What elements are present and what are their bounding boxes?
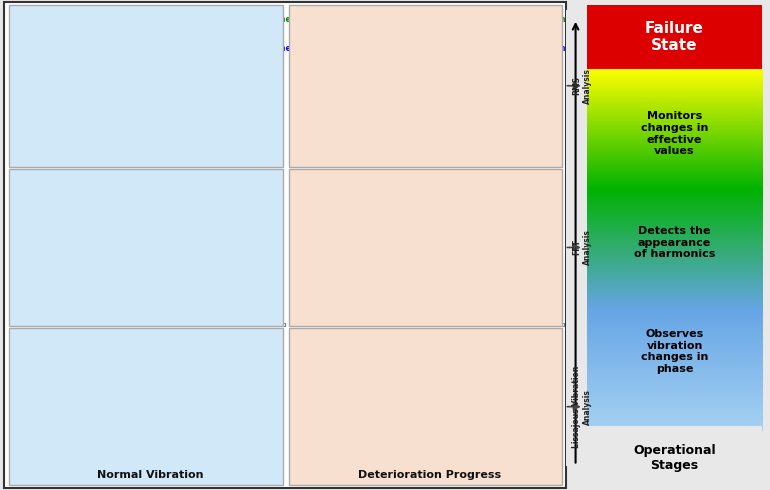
Z — [554, 311, 563, 317]
Z — [149, 311, 159, 317]
Line: X: X — [48, 310, 279, 314]
X — [504, 311, 514, 317]
Text: 0.29: 0.29 — [62, 126, 82, 136]
Z — [547, 311, 556, 317]
Y-axis label: X Axis: X Axis — [477, 454, 493, 468]
Legend: X, Y, Z: X, Y, Z — [537, 179, 555, 204]
Text: Zone A: Zone A — [270, 44, 300, 52]
X — [274, 311, 283, 317]
Title: Asymmetrical
shape: Asymmetrical shape — [383, 347, 468, 369]
X — [225, 311, 234, 317]
X — [323, 311, 332, 317]
Y-axis label: X Axis: X Axis — [197, 454, 213, 468]
X — [435, 311, 444, 317]
Text: 0.38: 0.38 — [341, 122, 362, 130]
Text: RMS
Analysis: RMS Analysis — [572, 68, 591, 104]
Text: Zone B: Zone B — [549, 15, 579, 24]
X-axis label: Y Axis: Y Axis — [383, 467, 401, 476]
X — [554, 311, 563, 317]
X — [156, 311, 165, 317]
X-axis label: Frequency [Hz]: Frequency [Hz] — [137, 334, 189, 341]
Z — [547, 311, 556, 317]
Title: Symmetrical
shape: Symmetrical shape — [107, 347, 185, 369]
X — [429, 311, 438, 317]
Text: 0.21: 0.21 — [236, 131, 257, 140]
X — [149, 311, 159, 317]
X — [267, 311, 276, 317]
Z — [156, 311, 165, 317]
X — [329, 306, 338, 312]
X — [55, 311, 64, 317]
Text: 1.02: 1.02 — [429, 85, 449, 94]
Text: 0.31: 0.31 — [516, 125, 537, 134]
Bar — [55, 138, 89, 154]
Z — [49, 310, 59, 316]
Bar — [509, 137, 544, 154]
Z — [43, 311, 52, 317]
Bar — [142, 112, 177, 154]
Y-axis label: Velocity [mm/s]: Velocity [mm/s] — [296, 218, 302, 272]
X-axis label: Frequency [Hz]: Frequency [Hz] — [417, 334, 469, 341]
Z — [267, 311, 276, 317]
Text: Normal Vibration: Normal Vibration — [96, 470, 203, 480]
Z — [225, 311, 234, 317]
Text: 0.75: 0.75 — [149, 100, 169, 109]
Y-axis label: RMS [mm/s]: RMS [mm/s] — [292, 62, 299, 104]
Text: Operational
Stages: Operational Stages — [633, 444, 716, 472]
Z — [267, 311, 276, 317]
Y-axis label: Velocity [mm/s]: Velocity [mm/s] — [16, 218, 22, 272]
X — [547, 311, 556, 317]
Text: Failure
State: Failure State — [645, 21, 704, 53]
Legend: X, Y, Z: X, Y, Z — [258, 179, 276, 204]
Text: Zone B: Zone B — [270, 15, 300, 24]
Text: Observes
vibration
changes in
phase: Observes vibration changes in phase — [641, 329, 708, 374]
X — [547, 311, 556, 317]
Z — [435, 311, 444, 317]
Bar — [421, 97, 457, 154]
Y-axis label: RMS [mm/s]: RMS [mm/s] — [12, 62, 19, 104]
X — [267, 311, 276, 317]
Text: Lissajous Vibration
Analysis: Lissajous Vibration Analysis — [572, 366, 591, 448]
Z — [504, 311, 514, 317]
Z — [274, 311, 283, 317]
Bar — [334, 133, 369, 154]
Z — [55, 311, 64, 317]
Text: Zone A: Zone A — [549, 44, 579, 52]
Text: Monitors
changes in
effective
values: Monitors changes in effective values — [641, 111, 708, 156]
Z — [329, 309, 338, 315]
Text: Deterioration Progress: Deterioration Progress — [358, 470, 500, 480]
Line: Z: Z — [327, 312, 558, 314]
X — [49, 307, 59, 313]
Line: X: X — [327, 309, 558, 314]
Line: Z: Z — [48, 313, 279, 314]
Bar — [229, 143, 264, 154]
X — [43, 311, 52, 317]
X-axis label: Y Axis: Y Axis — [104, 467, 122, 476]
Z — [334, 311, 343, 317]
X — [334, 311, 343, 317]
Text: FFT
Analysis: FFT Analysis — [572, 229, 591, 266]
Text: Detects the
appearance
of harmonics: Detects the appearance of harmonics — [634, 226, 715, 259]
Z — [429, 311, 438, 317]
Z — [323, 311, 332, 317]
